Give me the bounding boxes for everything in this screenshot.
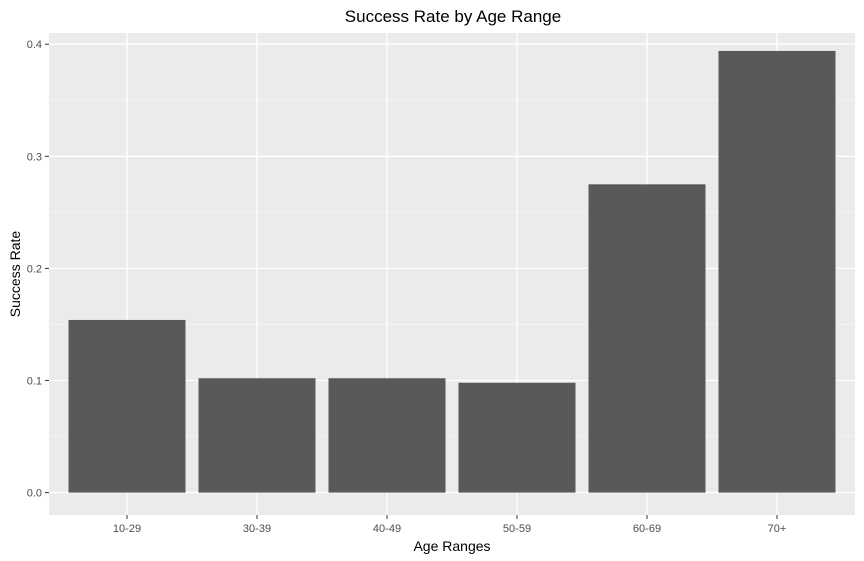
y-tick-label: 0.4: [27, 39, 42, 51]
x-tick-label: 50-59: [503, 523, 531, 535]
x-tick-label: 70+: [768, 523, 787, 535]
y-tick-label: 0.1: [27, 375, 42, 387]
bar: [68, 319, 186, 493]
bar: [718, 50, 836, 493]
chart-title: Success Rate by Age Range: [345, 7, 561, 26]
bar: [198, 378, 316, 493]
x-tick-label: 60-69: [633, 523, 661, 535]
y-tick-label: 0.3: [27, 151, 42, 163]
bar: [458, 382, 576, 493]
x-axis: 10-29 30-39 40-49 50-59 60-69 70+: [113, 515, 786, 535]
bar: [588, 184, 706, 493]
x-axis-title: Age Ranges: [413, 538, 490, 554]
x-tick-label: 40-49: [373, 523, 401, 535]
y-tick-label: 0.0: [27, 488, 42, 500]
y-axis-title: Success Rate: [7, 231, 23, 318]
x-tick-label: 10-29: [113, 523, 141, 535]
x-tick-label: 30-39: [243, 523, 271, 535]
y-tick-label: 0.2: [27, 263, 42, 275]
bars: [68, 50, 836, 493]
y-axis: 0.0 0.1 0.2 0.3 0.4: [27, 39, 49, 500]
bar: [328, 378, 446, 493]
